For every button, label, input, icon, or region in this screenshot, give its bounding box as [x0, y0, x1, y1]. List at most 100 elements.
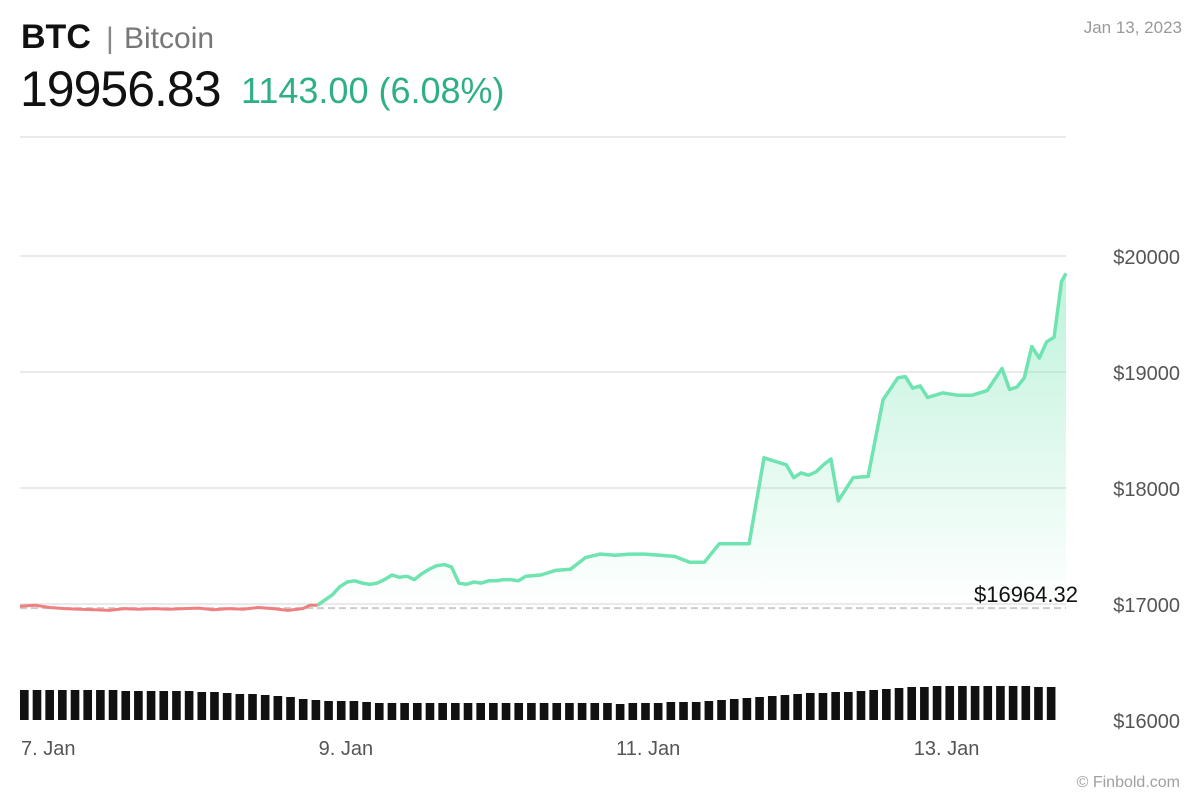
price-line-down — [19, 603, 318, 612]
volume-bar — [172, 691, 181, 720]
volume-bar — [628, 703, 638, 720]
x-tick-label: 13. Jan — [914, 738, 980, 760]
volume-bar — [324, 701, 333, 720]
source-credit: © Finbold.com — [1076, 774, 1180, 791]
volume-bar — [793, 694, 802, 720]
volume-bar — [286, 697, 295, 720]
volume-bar — [32, 690, 42, 720]
volume-bar — [387, 703, 397, 720]
volume-bar — [400, 703, 409, 720]
price-line-up — [316, 272, 1068, 607]
y-tick-label: $17000 — [1113, 595, 1180, 617]
volume-bars — [20, 686, 1056, 720]
volume-bar — [970, 686, 980, 720]
price-change: 1143.00 (6.08%) — [241, 70, 505, 111]
volume-bar — [945, 686, 955, 720]
volume-bar — [121, 691, 131, 720]
volume-bar — [831, 692, 840, 720]
volume-bar — [742, 698, 752, 720]
volume-bar — [438, 703, 447, 720]
y-tick-label: $20000 — [1113, 247, 1180, 269]
volume-bar — [184, 691, 194, 720]
volume-bar — [83, 690, 93, 720]
volume-bar — [489, 703, 498, 720]
volume-bar — [882, 689, 891, 720]
volume-bar — [552, 703, 562, 720]
volume-bar — [159, 691, 169, 720]
volume-bar — [767, 696, 777, 720]
ticker-symbol: BTC — [21, 18, 91, 56]
volume-bar — [514, 703, 524, 720]
volume-bar — [1046, 687, 1056, 720]
volume-bar — [983, 686, 993, 720]
volume-bar — [856, 691, 866, 720]
volume-bar — [996, 686, 1005, 720]
y-tick-label: $19000 — [1113, 363, 1180, 385]
volume-bar — [425, 703, 435, 720]
coin-name: Bitcoin — [124, 22, 215, 55]
volume-bar — [590, 703, 600, 720]
volume-bar — [273, 696, 283, 720]
volume-bar — [653, 703, 663, 720]
volume-bar — [197, 692, 207, 720]
volume-bar — [894, 688, 904, 720]
volume-bar — [70, 690, 80, 720]
volume-bar — [58, 690, 67, 720]
title-separator: | — [106, 22, 114, 55]
volume-bar — [260, 695, 270, 720]
y-tick-label: $18000 — [1113, 479, 1180, 501]
volume-bar — [805, 693, 815, 720]
volume-bar — [907, 687, 917, 720]
volume-bar — [958, 686, 967, 720]
y-tick-label: $16000 — [1113, 711, 1180, 733]
volume-bar — [729, 699, 739, 720]
current-price: 19956.83 — [20, 61, 222, 117]
volume-bar — [641, 703, 650, 720]
volume-bar — [666, 702, 676, 720]
volume-bar — [412, 703, 422, 720]
volume-bar — [476, 703, 485, 720]
volume-bar — [920, 687, 929, 720]
x-tick-label: 11. Jan — [616, 738, 680, 760]
volume-bar — [248, 694, 257, 720]
volume-bar — [20, 690, 29, 720]
volume-bar — [134, 691, 143, 720]
volume-bar — [717, 700, 726, 720]
volume-bar — [577, 703, 587, 720]
volume-bar — [615, 704, 625, 720]
volume-bar — [374, 703, 384, 720]
volume-bar — [780, 695, 790, 720]
volume-bar — [349, 701, 359, 720]
volume-bar — [501, 703, 511, 720]
volume-bar — [565, 703, 574, 720]
volume-bar — [210, 692, 219, 720]
volume-bar — [691, 702, 701, 720]
y-axis-labels: $16000 $17000 $18000 $19000 $20000 — [1113, 247, 1180, 733]
volume-bar — [362, 702, 371, 720]
x-axis-labels: 7. Jan 9. Jan 11. Jan 13. Jan — [21, 738, 979, 760]
volume-bar — [539, 703, 549, 720]
volume-bar — [108, 690, 118, 720]
volume-bar — [1034, 687, 1043, 720]
volume-bar — [298, 699, 308, 720]
volume-bar — [704, 701, 714, 720]
volume-bar — [463, 703, 473, 720]
volume-bar — [1008, 686, 1018, 720]
volume-bar — [235, 694, 245, 720]
x-tick-label: 7. Jan — [21, 738, 75, 760]
volume-bar — [1021, 686, 1031, 720]
price-line — [19, 272, 1068, 612]
volume-bar — [869, 690, 878, 720]
volume-bar — [844, 692, 853, 720]
volume-bar — [311, 700, 321, 720]
volume-bar — [818, 693, 828, 720]
volume-bar — [603, 703, 612, 720]
volume-bar — [679, 702, 688, 720]
volume-bar — [755, 697, 764, 720]
chart-date: Jan 13, 2023 — [1083, 18, 1182, 37]
volume-bar — [222, 693, 232, 720]
volume-bar — [451, 703, 460, 720]
volume-bar — [96, 690, 105, 720]
x-tick-label: 9. Jan — [319, 738, 373, 760]
